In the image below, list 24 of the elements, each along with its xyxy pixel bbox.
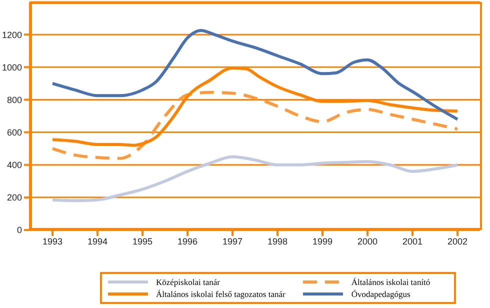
- line-series: [51, 29, 459, 121]
- x-tick-label: 2002: [447, 236, 468, 246]
- x-tick-label: 1996: [177, 236, 198, 246]
- y-tick-label: 1000: [2, 62, 22, 72]
- x-tick-label: 1994: [87, 236, 108, 246]
- y-tick-label: 0: [16, 225, 22, 236]
- x-tick-label: 1995: [132, 236, 153, 246]
- y-tick-label: 600: [6, 127, 22, 138]
- legend-label: Általános iskolai felső tagozatos tanár: [156, 289, 286, 299]
- legend-label: Középiskolai tanár: [156, 277, 220, 287]
- x-tick-label: 2000: [357, 236, 378, 246]
- x-tick-label: 1997: [222, 236, 243, 246]
- y-tick-label: 1200: [2, 30, 22, 40]
- legend-label: Óvodapedagógus: [351, 289, 410, 299]
- x-tick-label: 1993: [42, 236, 63, 246]
- line-series: [51, 90, 459, 160]
- y-tick-label: 800: [6, 94, 22, 105]
- line-series: [51, 155, 459, 202]
- x-tick-label: 1999: [312, 236, 333, 246]
- x-tick-label: 2001: [402, 236, 423, 246]
- y-tick-label: 400: [6, 160, 22, 170]
- y-tick-label: 200: [6, 192, 22, 203]
- legend-label: Általános iskolai tanító: [351, 277, 430, 287]
- x-tick-label: 1998: [267, 236, 288, 246]
